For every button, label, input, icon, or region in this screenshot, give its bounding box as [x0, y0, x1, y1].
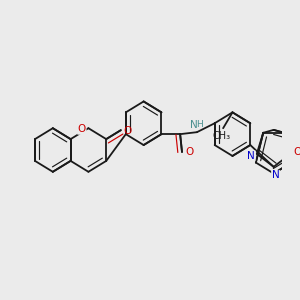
- Text: O: O: [78, 124, 86, 134]
- Text: O: O: [123, 126, 131, 136]
- Text: O: O: [293, 147, 300, 157]
- Text: N: N: [272, 170, 279, 180]
- Text: N: N: [190, 120, 198, 130]
- Text: N: N: [247, 151, 255, 161]
- Text: CH₃: CH₃: [212, 131, 230, 141]
- Text: H: H: [196, 120, 203, 129]
- Text: O: O: [185, 147, 194, 157]
